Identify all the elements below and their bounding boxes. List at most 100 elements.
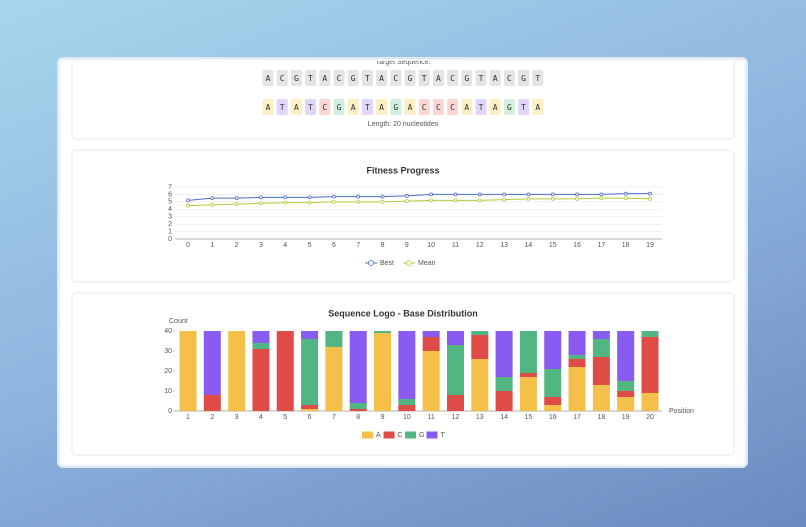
point xyxy=(477,198,482,203)
legend-swatch xyxy=(405,431,416,439)
y-tick-label: 5 xyxy=(168,199,172,206)
base-box xyxy=(518,70,530,86)
bar-segment xyxy=(301,339,319,405)
base-box xyxy=(432,70,444,86)
x-tick-label: 2 xyxy=(235,242,239,249)
base-box xyxy=(305,99,317,115)
base-letter: T xyxy=(365,74,370,83)
x-tick-label: 17 xyxy=(597,242,605,249)
bar-segment xyxy=(568,359,586,367)
base-letter: A xyxy=(493,103,498,112)
target-label: Target Sequence: xyxy=(376,59,431,66)
base-box xyxy=(418,99,430,115)
y-axis-label: Count xyxy=(169,318,188,325)
bar-segment xyxy=(592,339,610,357)
base-box xyxy=(276,70,288,86)
point xyxy=(331,194,336,199)
base-box xyxy=(305,70,317,86)
x-tick-label: 12 xyxy=(476,242,484,249)
legend-label: C xyxy=(398,432,403,439)
x-tick-label: 4 xyxy=(259,414,263,421)
legend-swatch xyxy=(383,431,395,439)
bar-segment xyxy=(495,331,513,377)
point xyxy=(429,198,434,203)
legend-swatch xyxy=(362,431,373,439)
point xyxy=(623,191,628,196)
y-tick-label: 3 xyxy=(168,214,172,221)
base-box xyxy=(503,70,515,86)
base-letter: G xyxy=(408,74,413,83)
bar-segment xyxy=(617,397,635,411)
x-tick-label: 7 xyxy=(332,414,336,421)
base-box xyxy=(361,99,373,115)
base-letter: G xyxy=(294,74,299,83)
point xyxy=(502,197,507,202)
sequence-card xyxy=(71,61,735,140)
bar-segment xyxy=(374,331,392,333)
base-box xyxy=(447,70,459,86)
x-tick-label: 17 xyxy=(573,414,581,421)
bar-segment xyxy=(641,331,659,337)
bar-segment xyxy=(203,395,221,411)
chart-title: Fitness Progress xyxy=(366,165,439,175)
base-letter: C xyxy=(507,74,512,83)
x-tick-label: 1 xyxy=(186,414,190,421)
base-box xyxy=(489,70,501,86)
bar-segment xyxy=(544,331,562,369)
legend-label: Best xyxy=(380,260,394,267)
bar-segment xyxy=(349,331,367,403)
base-box xyxy=(461,70,473,86)
point xyxy=(356,199,361,204)
x-tick-label: 14 xyxy=(525,242,533,249)
bar-segment xyxy=(252,343,270,349)
base-letter: A xyxy=(436,74,441,83)
bar-segment xyxy=(422,331,440,337)
bar-segment xyxy=(301,405,319,409)
y-tick-label: 20 xyxy=(164,368,172,375)
base-box xyxy=(290,70,302,86)
point xyxy=(550,192,555,197)
legend-label: G xyxy=(419,432,424,439)
base-box xyxy=(333,99,345,115)
base-letter: C xyxy=(436,103,441,112)
x-tick-label: 20 xyxy=(646,414,654,421)
base-letter: G xyxy=(507,103,512,112)
base-letter: G xyxy=(521,74,526,83)
base-box xyxy=(475,99,487,115)
base-box xyxy=(489,99,501,115)
legend-marker xyxy=(406,260,412,266)
x-tick-label: 8 xyxy=(381,242,385,249)
base-box xyxy=(503,99,515,115)
bar-segment xyxy=(519,373,537,377)
series-line xyxy=(187,197,651,207)
point xyxy=(502,192,507,197)
bar-segment xyxy=(471,331,489,335)
y-tick-label: 1 xyxy=(168,228,172,235)
point xyxy=(477,192,482,197)
bar-segment xyxy=(203,331,221,395)
base-letter: A xyxy=(351,103,356,112)
bar-segment xyxy=(592,385,610,411)
point xyxy=(648,191,652,196)
x-tick-label: 16 xyxy=(549,414,557,421)
base-letter: T xyxy=(280,103,285,112)
point xyxy=(404,194,409,198)
x-tick-label: 18 xyxy=(597,414,605,421)
bar-segment xyxy=(422,351,440,411)
bar-segment xyxy=(325,331,343,347)
base-letter: C xyxy=(280,74,285,83)
point xyxy=(526,196,531,201)
base-box xyxy=(276,99,288,115)
base-box xyxy=(404,99,416,115)
x-tick-label: 1 xyxy=(210,242,214,249)
x-tick-label: 11 xyxy=(428,414,435,421)
base-letter: G xyxy=(351,74,356,83)
length-label: Length: 20 nucleotides xyxy=(368,121,439,128)
bar-segment xyxy=(398,331,416,399)
x-tick-label: 18 xyxy=(622,242,630,249)
base-box xyxy=(347,99,359,115)
bar-segment xyxy=(301,409,319,411)
point xyxy=(550,196,555,201)
